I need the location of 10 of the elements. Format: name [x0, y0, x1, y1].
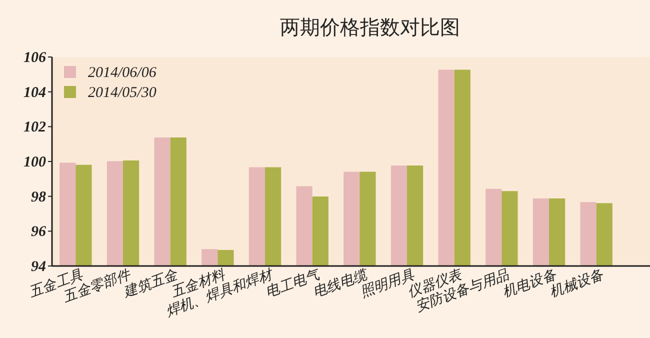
- y-tick-label: 98: [31, 189, 46, 206]
- legend-label: 2014/05/30: [88, 85, 157, 101]
- chart-title: 两期价格指数对比图: [280, 17, 460, 39]
- y-tick-label: 104: [24, 84, 46, 101]
- legend-label: 2014/06/06: [88, 65, 157, 81]
- y-tick-label: 94: [31, 259, 46, 275]
- y-tick-label: 100: [24, 154, 46, 170]
- y-tick-label: 102: [24, 120, 46, 136]
- y-tick-label: 106: [24, 50, 46, 66]
- y-tick-label: 96: [31, 224, 46, 240]
